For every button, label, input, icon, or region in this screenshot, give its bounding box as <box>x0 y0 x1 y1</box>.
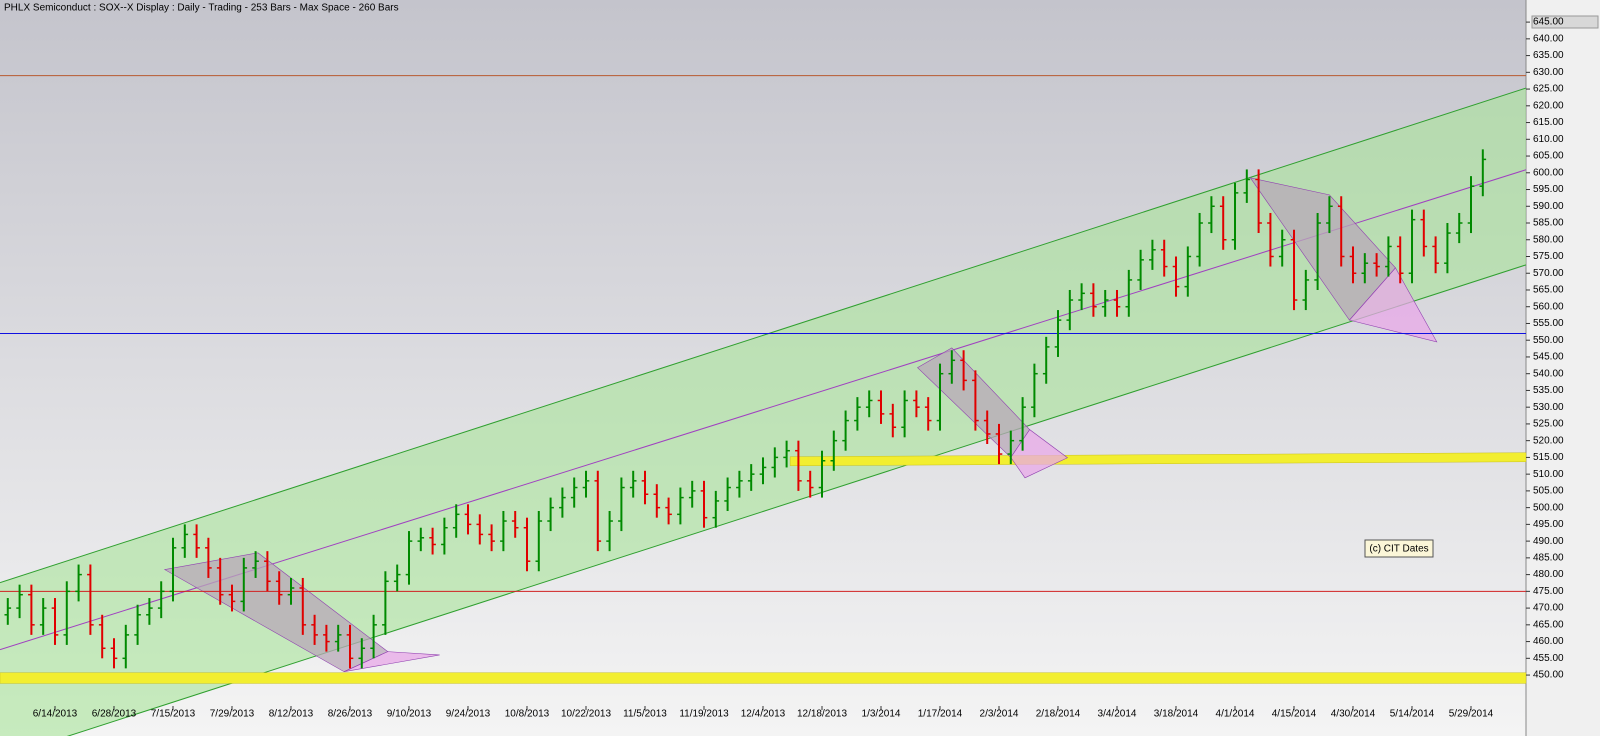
y-tick-label: 625.00 <box>1533 84 1564 95</box>
x-tick-label: 9/24/2013 <box>446 709 491 720</box>
y-tick-label: 615.00 <box>1533 117 1564 128</box>
corner-box <box>1531 15 1599 29</box>
y-tick-label: 480.00 <box>1533 569 1564 580</box>
y-tick-label: 550.00 <box>1533 335 1564 346</box>
y-tick-label: 555.00 <box>1533 318 1564 329</box>
y-tick-label: 575.00 <box>1533 251 1564 262</box>
annotation-box <box>1364 539 1434 558</box>
y-tick-label: 465.00 <box>1533 619 1564 630</box>
x-tick-label: 10/8/2013 <box>505 709 550 720</box>
x-tick-label: 12/18/2013 <box>797 709 847 720</box>
x-tick-label: 12/4/2013 <box>741 709 786 720</box>
layer <box>0 75 1527 741</box>
y-tick-label: 640.00 <box>1533 33 1564 44</box>
x-tick-label: 4/1/2014 <box>1216 709 1255 720</box>
x-tick-label: 10/22/2013 <box>561 709 611 720</box>
y-tick-label: 470.00 <box>1533 603 1564 614</box>
x-tick-label: 8/26/2013 <box>328 709 373 720</box>
zone <box>1348 267 1438 343</box>
x-tick-label: 11/19/2013 <box>679 709 729 720</box>
y-tick-label: 605.00 <box>1533 151 1564 162</box>
y-tick-label: 595.00 <box>1533 184 1564 195</box>
x-tick-label: 6/14/2013 <box>33 709 78 720</box>
y-tick-label: 515.00 <box>1533 452 1564 463</box>
band <box>0 672 1527 684</box>
x-tick-label: 2/18/2014 <box>1036 709 1081 720</box>
x-tick-label: 1/17/2014 <box>918 709 963 720</box>
y-tick-label: 495.00 <box>1533 519 1564 530</box>
y-tick-label: 530.00 <box>1533 402 1564 413</box>
band <box>789 452 1527 467</box>
x-tick-label: 4/30/2014 <box>1331 709 1376 720</box>
zone <box>343 651 440 673</box>
y-tick-label: 585.00 <box>1533 218 1564 229</box>
x-tick-label: 7/29/2013 <box>210 709 255 720</box>
y-tick-label: 450.00 <box>1533 670 1564 681</box>
y-tick-label: 630.00 <box>1533 67 1564 78</box>
y-tick-label: 520.00 <box>1533 435 1564 446</box>
x-tick-label: 4/15/2014 <box>1272 709 1317 720</box>
y-tick-label: 475.00 <box>1533 586 1564 597</box>
y-tick-label: 590.00 <box>1533 201 1564 212</box>
y-tick-label: 645.00 <box>1533 17 1564 28</box>
y-tick-label: 610.00 <box>1533 134 1564 145</box>
x-tick-label: 5/29/2014 <box>1449 709 1494 720</box>
y-tick-label: 460.00 <box>1533 636 1564 647</box>
x-tick-label: 5/14/2014 <box>1390 709 1435 720</box>
trend-channel <box>0 88 1526 741</box>
y-tick-label: 510.00 <box>1533 469 1564 480</box>
y-tick-label: 635.00 <box>1533 50 1564 61</box>
y-tick-label: 500.00 <box>1533 502 1564 513</box>
y-tick-label: 580.00 <box>1533 234 1564 245</box>
y-tick-label: 490.00 <box>1533 536 1564 547</box>
axis-background <box>1526 0 1600 736</box>
x-tick-label: 3/18/2014 <box>1154 709 1199 720</box>
y-tick-label: 600.00 <box>1533 167 1564 178</box>
chart-title: PHLX Semiconduct : SOX--X Display : Dail… <box>4 3 399 14</box>
y-tick-label: 570.00 <box>1533 268 1564 279</box>
y-tick-label: 560.00 <box>1533 301 1564 312</box>
x-tick-label: 6/28/2013 <box>92 709 137 720</box>
x-tick-label: 3/4/2014 <box>1098 709 1137 720</box>
y-tick-label: 545.00 <box>1533 352 1564 363</box>
channel-line <box>0 87 1527 584</box>
y-tick-label: 540.00 <box>1533 368 1564 379</box>
y-tick-label: 565.00 <box>1533 285 1564 296</box>
x-tick-label: 8/12/2013 <box>269 709 314 720</box>
y-tick-label: 620.00 <box>1533 100 1564 111</box>
annotation: (c) CIT Dates <box>1369 544 1428 555</box>
y-tick-label: 505.00 <box>1533 486 1564 497</box>
x-tick-label: 7/15/2013 <box>151 709 196 720</box>
x-tick-label: 9/10/2013 <box>387 709 432 720</box>
y-tick-label: 525.00 <box>1533 419 1564 430</box>
x-tick-label: 11/5/2013 <box>623 709 667 720</box>
y-tick-label: 485.00 <box>1533 553 1564 564</box>
y-tick-label: 455.00 <box>1533 653 1564 664</box>
y-tick-label: 535.00 <box>1533 385 1564 396</box>
x-tick-label: 2/3/2014 <box>980 709 1019 720</box>
x-tick-label: 1/3/2014 <box>862 709 901 720</box>
